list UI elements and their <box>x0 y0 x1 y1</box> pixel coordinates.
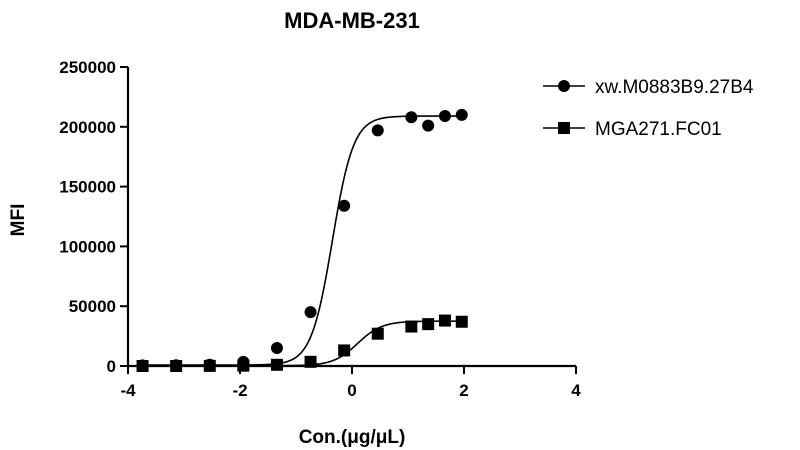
series-2-point <box>338 344 351 357</box>
series-1-point <box>338 199 351 212</box>
series-2-point <box>438 314 451 327</box>
legend-marker-square <box>558 122 570 134</box>
y-tick-label: 200000 <box>59 118 116 137</box>
series-1-point <box>422 119 435 132</box>
series-2-point <box>455 315 468 328</box>
series-2-point <box>371 327 384 340</box>
series-2-point <box>136 360 149 372</box>
series-1-point <box>270 342 283 355</box>
legend-marker-circle <box>558 80 570 92</box>
series-1-point <box>371 124 384 137</box>
legend-label-1: xw.M0883B9.27B4 <box>595 77 754 98</box>
y-axis-title: MFI <box>8 204 29 237</box>
x-tick-label: 0 <box>347 381 356 400</box>
y-tick-label: 100000 <box>59 237 116 256</box>
x-tick-label: -2 <box>232 381 247 400</box>
series-2-point <box>405 320 418 333</box>
series-2-point <box>304 355 317 368</box>
y-tick-label: 250000 <box>59 58 116 77</box>
data-points <box>136 108 468 372</box>
chart-title: MDA-MB-231 <box>284 8 420 33</box>
series-2-point <box>422 318 435 331</box>
y-tick-label: 0 <box>107 357 116 376</box>
axes <box>126 67 576 368</box>
series-1-point <box>438 110 451 123</box>
y-axis-ticks: 0 50000 100000 150000 200000 250000 <box>59 58 128 376</box>
x-axis-ticks: -4 -2 0 2 4 <box>120 366 581 400</box>
series-1-point <box>455 108 468 121</box>
y-tick-label: 50000 <box>69 297 116 316</box>
series-2-point <box>270 358 283 371</box>
x-tick-label: 2 <box>459 381 468 400</box>
series-2-point <box>237 359 250 372</box>
series-1-point <box>304 306 317 319</box>
legend-label-2: MGA271.FC01 <box>595 119 722 140</box>
y-tick-label: 150000 <box>59 178 116 197</box>
series-2-point <box>203 359 216 372</box>
legend: xw.M0883B9.27B4 MGA271.FC01 <box>543 77 754 140</box>
x-tick-label: -4 <box>120 381 136 400</box>
series-2-point <box>170 360 183 372</box>
x-axis-title: Con.(μg/μL) <box>299 427 406 448</box>
x-tick-label: 4 <box>571 381 581 400</box>
series-1-point <box>405 111 418 124</box>
